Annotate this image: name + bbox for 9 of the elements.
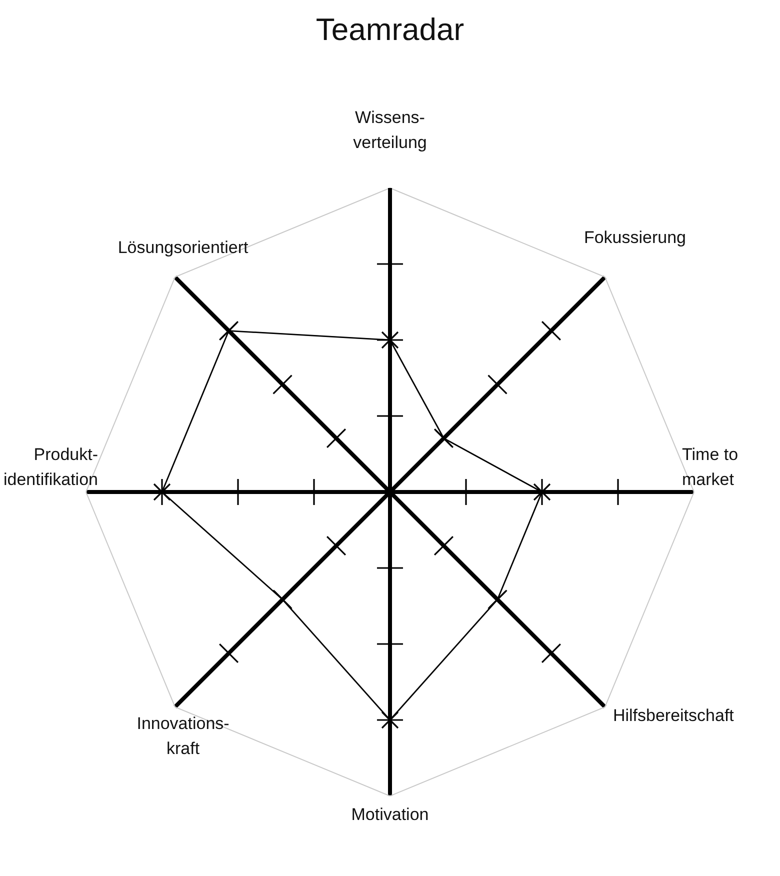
spoke-label: Fokussierung xyxy=(584,228,686,248)
spoke-label: Innovations- kraft xyxy=(136,714,230,758)
spoke-label: Time to market xyxy=(682,445,738,489)
spoke-label: Produkt- identifikation xyxy=(3,445,98,489)
spoke-label: Motivation xyxy=(351,805,429,824)
spoke-label: Hilfsbereitschaft xyxy=(612,706,734,725)
spoke-label: Lösungsorientiert xyxy=(118,238,249,258)
spoke-label: Wissens- verteilung xyxy=(353,108,427,152)
chart-title: Teamradar xyxy=(314,12,466,48)
